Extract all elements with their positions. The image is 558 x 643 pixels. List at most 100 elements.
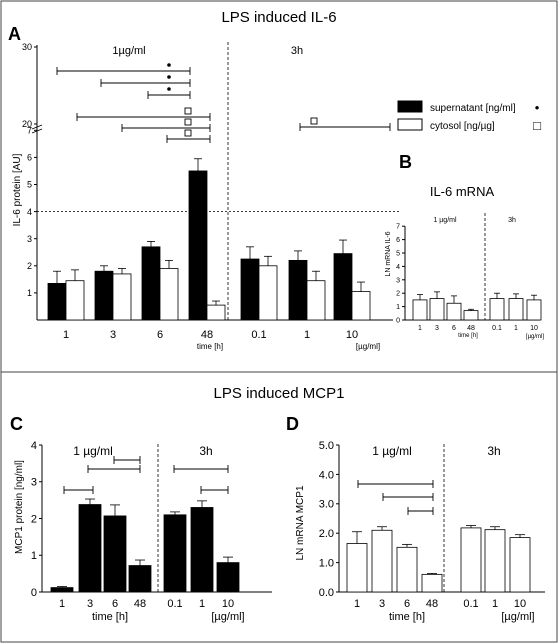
- category-label: 3: [435, 325, 439, 332]
- chart-b-letter: B: [399, 152, 412, 172]
- category-label: 48: [426, 598, 438, 610]
- chart-b-ylabel: LN mRNA IL-6: [385, 231, 392, 276]
- category-label: 6: [112, 598, 118, 610]
- chart-b: B IL-6 mRNA LN mRNA IL-6 0 1 2 3 4 5 6 7 1 µg/ml…: [385, 152, 544, 340]
- y-tick-label: 5: [396, 250, 400, 257]
- y-tick-label: 4.0: [319, 469, 334, 481]
- y-tick-label: 4: [396, 264, 400, 271]
- significance-square: [184, 118, 192, 126]
- bottom-panel-frame: [0, 371, 558, 643]
- y-tick-label: 30: [22, 42, 32, 52]
- bar: [484, 529, 506, 593]
- y-tick-label: 4: [31, 440, 37, 452]
- category-label: 0.1: [251, 329, 266, 341]
- category-label: 1: [514, 325, 518, 332]
- y-tick-label: 6: [396, 237, 400, 244]
- category-label: 10: [346, 329, 358, 341]
- bar: [258, 265, 278, 321]
- y-tick-label: 3.0: [319, 499, 334, 511]
- category-label: 1: [63, 329, 69, 341]
- significance-square: [184, 107, 192, 115]
- y-tick-label: 2: [31, 513, 37, 525]
- group-label-time: 3h: [291, 45, 303, 57]
- x-axis-label-concentration: [µg/ml]: [211, 611, 244, 623]
- chart-c: C MCP1 protein [ng/ml] 0 1 2 3 4 1 µg/ml 3h 1 3 6…: [10, 414, 272, 623]
- x-axis-label: time [h]: [389, 611, 425, 623]
- bar: [421, 573, 443, 593]
- legend-symbol-supernatant: •: [535, 100, 540, 115]
- bar: [240, 258, 260, 321]
- x-axis-label-concentration: [µg/ml]: [501, 611, 534, 623]
- category-label: 10: [222, 598, 234, 610]
- category-label: 10: [514, 598, 526, 610]
- legend-symbol-cytosol: □: [533, 118, 541, 133]
- y-tick-label: 1: [31, 550, 37, 562]
- y-tick-label: 2: [27, 261, 32, 271]
- chart-a: A IL-6 protein [AU] 1 2 3 4 5 6 7 1µg/ml 3h 1 3 6 48…: [8, 24, 541, 351]
- bar: [190, 507, 214, 593]
- y-tick-label: 4: [27, 207, 32, 217]
- y-tick-label: 0: [31, 587, 37, 599]
- group-label-time: 3h: [487, 444, 500, 458]
- category-label: 1: [354, 598, 360, 610]
- chart-a-ylabel: IL-6 protein [AU]: [12, 153, 23, 226]
- bar: [50, 587, 74, 593]
- y-tick-label: 1: [396, 304, 400, 311]
- bar: [446, 302, 462, 321]
- category-label: 0.1: [167, 598, 182, 610]
- chart-b-title: IL-6 mRNA: [430, 184, 495, 199]
- chart-c-letter: C: [10, 414, 23, 434]
- x-axis-label-concentration: [µg/ml]: [356, 342, 380, 351]
- bar: [216, 562, 240, 593]
- chart-d: D LN mRNA MCP1 0.0 1.0 2.0 3.0 4.0 5.0 1 µg/ml…: [286, 414, 545, 623]
- group-label-concentration: 1 µg/ml: [73, 444, 113, 458]
- category-label: 6: [157, 329, 163, 341]
- category-label: 1: [304, 329, 310, 341]
- bar: [333, 253, 353, 321]
- axis-break-mark: [31, 124, 43, 130]
- bar: [508, 298, 524, 321]
- top-panel-title: LPS induced IL-6: [221, 9, 336, 26]
- bar: [141, 246, 161, 321]
- chart-c-ylabel: MCP1 protein [ng/ml]: [14, 460, 25, 554]
- legend-swatch-supernatant: [397, 100, 423, 113]
- category-label: 48: [201, 329, 213, 341]
- bar: [206, 304, 226, 321]
- category-label: 6: [452, 325, 456, 332]
- bar: [163, 514, 187, 593]
- bar: [47, 283, 67, 321]
- group-label-concentration: 1µg/ml: [112, 45, 145, 57]
- chart-d-ylabel: LN mRNA MCP1: [295, 485, 306, 560]
- legend-swatch-cytosol: [397, 118, 423, 131]
- category-label: 1: [199, 598, 205, 610]
- significance-square: [184, 129, 192, 137]
- category-label: 1: [492, 598, 498, 610]
- category-label: 3: [87, 598, 93, 610]
- y-tick-label: 2.0: [319, 528, 334, 540]
- bar: [460, 527, 482, 593]
- significance-dot: [167, 75, 171, 79]
- category-label: 0.1: [492, 325, 502, 332]
- bar: [463, 310, 479, 321]
- group-label-time: 3h: [199, 444, 212, 458]
- category-label: 10: [530, 325, 538, 332]
- significance-dot: [167, 63, 171, 67]
- chart-a-letter: A: [8, 24, 21, 44]
- chart-d-letter: D: [286, 414, 299, 434]
- bar: [65, 280, 85, 321]
- y-tick-label: 3: [31, 477, 37, 489]
- y-tick-label: 1: [27, 288, 32, 298]
- x-axis-label: time [h]: [92, 611, 128, 623]
- bar: [346, 543, 368, 593]
- bar: [288, 259, 308, 321]
- category-label: 0.1: [463, 598, 478, 610]
- bar: [351, 291, 371, 321]
- y-tick-label: 20: [22, 119, 32, 129]
- y-tick-label: 7: [396, 224, 400, 231]
- bar: [396, 546, 418, 593]
- category-label: 3: [110, 329, 116, 341]
- category-label: 1: [418, 325, 422, 332]
- y-tick-label: 5: [27, 180, 32, 190]
- y-tick-label: 5.0: [319, 440, 334, 452]
